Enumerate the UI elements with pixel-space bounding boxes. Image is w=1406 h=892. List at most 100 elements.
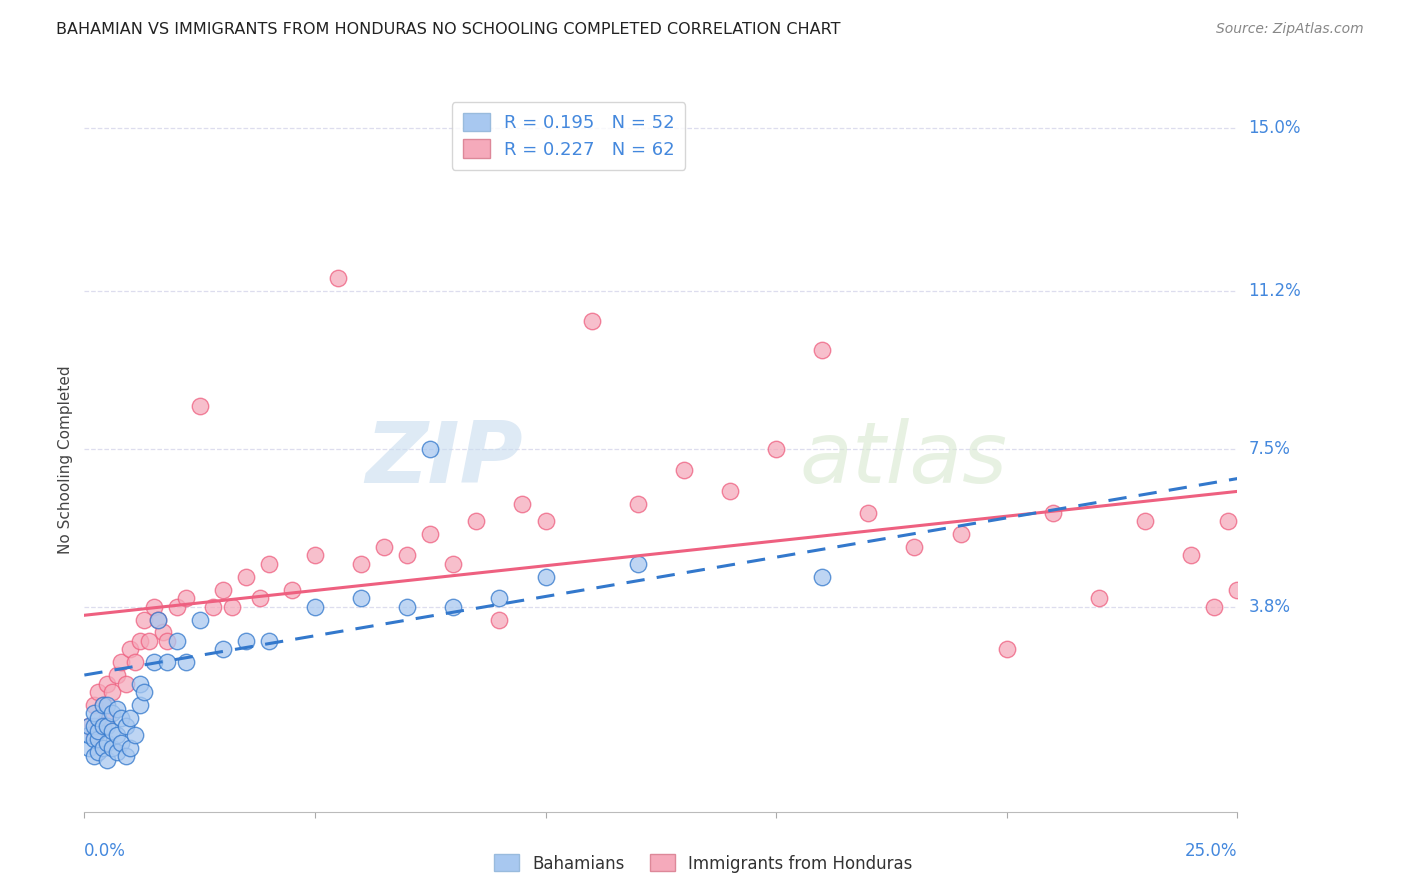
Point — [91, 698, 114, 712]
Point — [87, 745, 110, 759]
Text: atlas: atlas — [799, 417, 1007, 501]
Point — [105, 745, 128, 759]
Point — [627, 497, 650, 511]
Point — [221, 599, 243, 614]
Point — [512, 497, 534, 511]
Point — [581, 313, 603, 327]
Point — [1042, 506, 1064, 520]
Point — [115, 749, 138, 764]
Point — [83, 749, 105, 764]
Point — [166, 599, 188, 614]
Point — [249, 591, 271, 606]
Point — [488, 591, 510, 606]
Point — [115, 719, 138, 733]
Point — [281, 582, 304, 597]
Point — [858, 506, 880, 520]
Point — [110, 736, 132, 750]
Point — [110, 711, 132, 725]
Point — [87, 723, 110, 738]
Point — [134, 613, 156, 627]
Legend: R = 0.195   N = 52, R = 0.227   N = 62: R = 0.195 N = 52, R = 0.227 N = 62 — [451, 102, 686, 169]
Point — [83, 706, 105, 721]
Point — [105, 668, 128, 682]
Point — [77, 740, 100, 755]
Point — [87, 685, 110, 699]
Text: 11.2%: 11.2% — [1249, 282, 1301, 300]
Point — [765, 442, 787, 456]
Text: 3.8%: 3.8% — [1249, 598, 1291, 615]
Point — [1263, 599, 1285, 614]
Point — [419, 442, 441, 456]
Legend: Bahamians, Immigrants from Honduras: Bahamians, Immigrants from Honduras — [486, 847, 920, 880]
Point — [96, 676, 118, 690]
Point — [534, 570, 557, 584]
Point — [627, 557, 650, 571]
Point — [146, 613, 169, 627]
Point — [128, 676, 150, 690]
Point — [211, 582, 233, 597]
Point — [110, 655, 132, 669]
Point — [202, 599, 225, 614]
Point — [105, 728, 128, 742]
Point — [101, 706, 124, 721]
Point — [120, 642, 142, 657]
Point — [1226, 582, 1249, 597]
Point — [156, 655, 179, 669]
Text: ZIP: ZIP — [364, 417, 523, 501]
Point — [77, 728, 100, 742]
Point — [77, 719, 100, 733]
Point — [101, 685, 124, 699]
Point — [120, 711, 142, 725]
Point — [124, 655, 146, 669]
Point — [83, 732, 105, 747]
Y-axis label: No Schooling Completed: No Schooling Completed — [58, 365, 73, 554]
Point — [672, 463, 695, 477]
Point — [134, 685, 156, 699]
Point — [465, 514, 488, 528]
Point — [441, 557, 464, 571]
Point — [96, 736, 118, 750]
Point — [174, 655, 197, 669]
Point — [949, 527, 972, 541]
Text: 0.0%: 0.0% — [84, 842, 127, 860]
Point — [174, 591, 197, 606]
Point — [304, 599, 326, 614]
Point — [91, 698, 114, 712]
Point — [156, 633, 179, 648]
Point — [96, 754, 118, 768]
Point — [91, 719, 114, 733]
Point — [304, 549, 326, 563]
Point — [96, 719, 118, 733]
Point — [235, 570, 257, 584]
Point — [128, 633, 150, 648]
Point — [396, 549, 419, 563]
Point — [811, 343, 834, 358]
Point — [1204, 599, 1226, 614]
Point — [1180, 549, 1202, 563]
Point — [101, 740, 124, 755]
Point — [396, 599, 419, 614]
Point — [257, 633, 280, 648]
Point — [101, 723, 124, 738]
Point — [211, 642, 233, 657]
Point — [96, 698, 118, 712]
Point — [120, 740, 142, 755]
Point — [91, 740, 114, 755]
Point — [152, 625, 174, 640]
Point — [142, 599, 165, 614]
Point — [373, 540, 395, 554]
Point — [83, 728, 105, 742]
Point — [87, 732, 110, 747]
Point — [96, 711, 118, 725]
Text: BAHAMIAN VS IMMIGRANTS FROM HONDURAS NO SCHOOLING COMPLETED CORRELATION CHART: BAHAMIAN VS IMMIGRANTS FROM HONDURAS NO … — [56, 22, 841, 37]
Point — [1236, 668, 1258, 682]
Point — [166, 633, 188, 648]
Point — [903, 540, 925, 554]
Point — [142, 655, 165, 669]
Text: Source: ZipAtlas.com: Source: ZipAtlas.com — [1216, 22, 1364, 37]
Point — [138, 633, 160, 648]
Text: 15.0%: 15.0% — [1249, 120, 1301, 137]
Text: 25.0%: 25.0% — [1185, 842, 1237, 860]
Point — [115, 676, 138, 690]
Point — [441, 599, 464, 614]
